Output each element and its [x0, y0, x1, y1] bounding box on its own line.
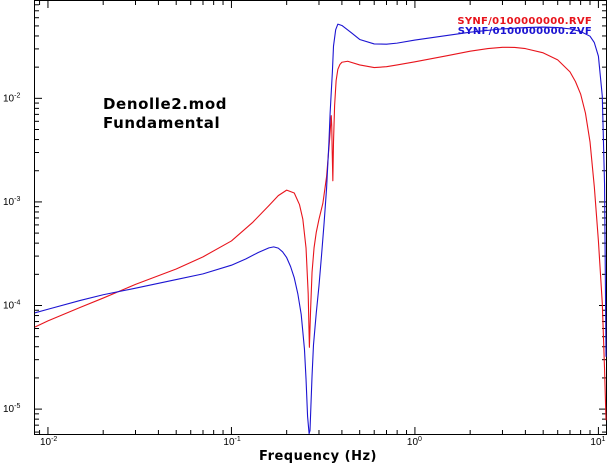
x-tick-label: 101	[590, 436, 605, 448]
x-tick-label: 10-1	[223, 436, 240, 448]
y-tick-label: 10-5	[3, 403, 20, 415]
series-layer	[34, 23, 607, 435]
y-tick-label: 10-2	[3, 92, 20, 104]
x-tick-label: 10-2	[40, 436, 57, 448]
legend-entry: SYNF/0100000000.RVF	[457, 16, 592, 27]
legend-entry: SYNF/0100000000.ZVF	[458, 26, 592, 37]
y-axis-ticks: 10-5 10-4 10-3 10-2	[3, 4, 606, 433]
x-axis-label: Frequency (Hz)	[259, 449, 377, 463]
annotation-model-name: Denolle2.mod	[103, 95, 227, 113]
y-tick-label: 10-3	[3, 196, 20, 208]
plot-frame	[34, 0, 607, 435]
x-axis-ticks: 10-2 10-1 100 101	[39, 1, 606, 448]
series-line-0	[34, 46, 607, 421]
x-tick-label: 100	[407, 436, 422, 448]
y-tick-label: 10-4	[3, 300, 20, 312]
series-line-1	[34, 23, 607, 435]
annotation-mode: Fundamental	[103, 114, 220, 132]
